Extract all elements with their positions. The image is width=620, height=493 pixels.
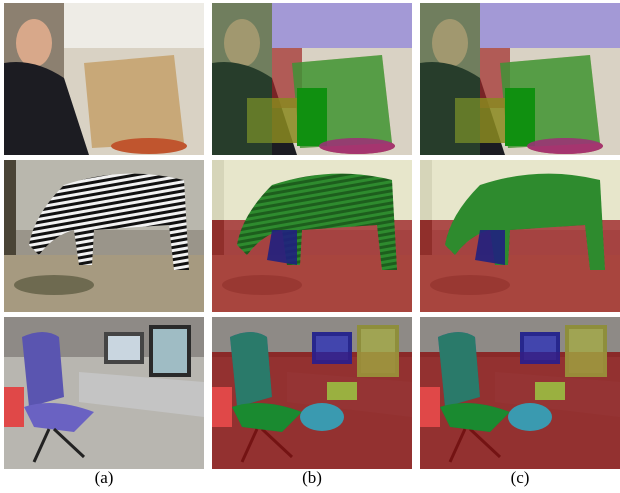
photo bbox=[4, 160, 204, 312]
segmentation-b bbox=[210, 3, 414, 471]
caption: (b) bbox=[302, 468, 322, 487]
segmentation-c bbox=[418, 3, 620, 471]
photo bbox=[2, 315, 206, 471]
caption: (a) bbox=[95, 468, 114, 487]
caption: (c) bbox=[511, 468, 530, 487]
photo bbox=[4, 3, 204, 155]
